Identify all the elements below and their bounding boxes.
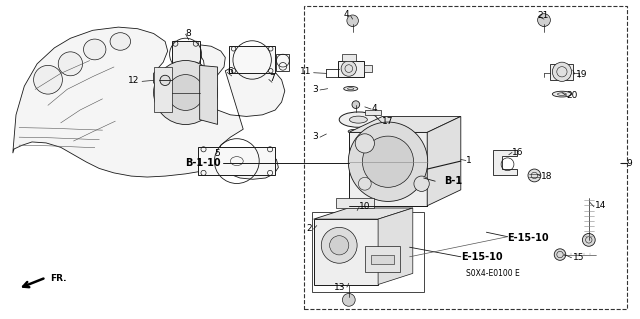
Text: 7: 7 bbox=[269, 74, 275, 83]
Text: B-1-10: B-1-10 bbox=[185, 158, 221, 168]
Ellipse shape bbox=[552, 91, 572, 97]
Ellipse shape bbox=[349, 116, 367, 123]
Polygon shape bbox=[314, 208, 413, 219]
Polygon shape bbox=[314, 219, 378, 285]
Circle shape bbox=[341, 61, 356, 76]
Ellipse shape bbox=[34, 65, 63, 94]
Text: 3: 3 bbox=[312, 132, 318, 141]
Text: B-1: B-1 bbox=[444, 176, 462, 186]
Circle shape bbox=[554, 249, 566, 260]
Polygon shape bbox=[493, 150, 517, 175]
Circle shape bbox=[352, 101, 360, 108]
Circle shape bbox=[345, 294, 353, 302]
Circle shape bbox=[154, 61, 218, 124]
Text: E-15-10: E-15-10 bbox=[508, 233, 549, 243]
Ellipse shape bbox=[344, 86, 358, 91]
Circle shape bbox=[582, 234, 595, 246]
Text: 13: 13 bbox=[334, 283, 346, 292]
Polygon shape bbox=[198, 147, 275, 175]
Circle shape bbox=[342, 293, 355, 306]
Polygon shape bbox=[154, 67, 172, 112]
Text: 4: 4 bbox=[371, 104, 377, 113]
Circle shape bbox=[528, 169, 541, 182]
Circle shape bbox=[348, 122, 428, 201]
Text: 16: 16 bbox=[512, 148, 524, 157]
Circle shape bbox=[358, 177, 371, 190]
Text: 20: 20 bbox=[566, 91, 578, 100]
Circle shape bbox=[349, 19, 356, 26]
Circle shape bbox=[355, 134, 374, 153]
Circle shape bbox=[552, 62, 572, 81]
Ellipse shape bbox=[348, 130, 360, 133]
Bar bbox=[312, 212, 424, 292]
Text: 2: 2 bbox=[306, 224, 312, 233]
Ellipse shape bbox=[110, 33, 131, 50]
Text: 3: 3 bbox=[312, 85, 318, 94]
Polygon shape bbox=[349, 116, 461, 132]
Ellipse shape bbox=[339, 112, 378, 127]
Polygon shape bbox=[342, 54, 356, 61]
Circle shape bbox=[160, 75, 170, 85]
Polygon shape bbox=[13, 27, 285, 179]
Polygon shape bbox=[172, 41, 200, 67]
Polygon shape bbox=[364, 65, 372, 72]
Circle shape bbox=[362, 136, 413, 187]
Text: 11: 11 bbox=[300, 67, 312, 76]
Polygon shape bbox=[338, 61, 364, 77]
Text: 15: 15 bbox=[573, 253, 584, 262]
Polygon shape bbox=[172, 65, 200, 120]
Circle shape bbox=[414, 176, 429, 191]
Text: 19: 19 bbox=[576, 70, 588, 78]
Text: 6: 6 bbox=[227, 67, 233, 76]
Polygon shape bbox=[349, 132, 428, 206]
Polygon shape bbox=[378, 208, 413, 285]
Polygon shape bbox=[428, 116, 461, 206]
Text: 4: 4 bbox=[343, 10, 349, 19]
Text: 14: 14 bbox=[595, 201, 607, 210]
Circle shape bbox=[538, 14, 550, 26]
Bar bbox=[371, 255, 394, 264]
Circle shape bbox=[347, 15, 358, 26]
Polygon shape bbox=[276, 54, 289, 71]
Text: 17: 17 bbox=[382, 117, 394, 126]
Text: 10: 10 bbox=[359, 202, 371, 211]
Polygon shape bbox=[550, 64, 573, 80]
Text: S0X4-E0100 E: S0X4-E0100 E bbox=[466, 269, 520, 278]
Polygon shape bbox=[365, 110, 381, 115]
Text: E-15-10: E-15-10 bbox=[461, 252, 502, 263]
Text: 1: 1 bbox=[466, 156, 472, 165]
Circle shape bbox=[321, 227, 357, 263]
Ellipse shape bbox=[83, 39, 106, 60]
Text: 8: 8 bbox=[186, 29, 191, 38]
Bar bbox=[336, 198, 374, 208]
Bar bbox=[365, 246, 400, 272]
Circle shape bbox=[330, 236, 349, 255]
Text: 21: 21 bbox=[538, 11, 549, 20]
Bar bbox=[304, 6, 627, 309]
Text: 9: 9 bbox=[626, 159, 632, 168]
Circle shape bbox=[540, 17, 548, 26]
Polygon shape bbox=[200, 65, 218, 124]
Polygon shape bbox=[229, 46, 275, 73]
Text: 18: 18 bbox=[541, 172, 552, 181]
Ellipse shape bbox=[58, 52, 83, 76]
Circle shape bbox=[168, 75, 204, 110]
Text: 12: 12 bbox=[128, 76, 140, 85]
Text: FR.: FR. bbox=[50, 274, 67, 283]
Text: 5: 5 bbox=[214, 149, 220, 158]
